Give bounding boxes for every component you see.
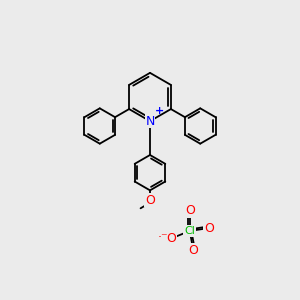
Text: N: N (145, 115, 155, 128)
Text: O: O (167, 232, 176, 245)
Text: O: O (204, 221, 214, 235)
Text: O: O (185, 205, 195, 218)
Text: O: O (145, 194, 155, 207)
Text: ·⁻: ·⁻ (158, 231, 169, 244)
Text: O: O (188, 244, 198, 256)
Text: +: + (155, 106, 164, 116)
Text: Cl: Cl (184, 226, 195, 236)
